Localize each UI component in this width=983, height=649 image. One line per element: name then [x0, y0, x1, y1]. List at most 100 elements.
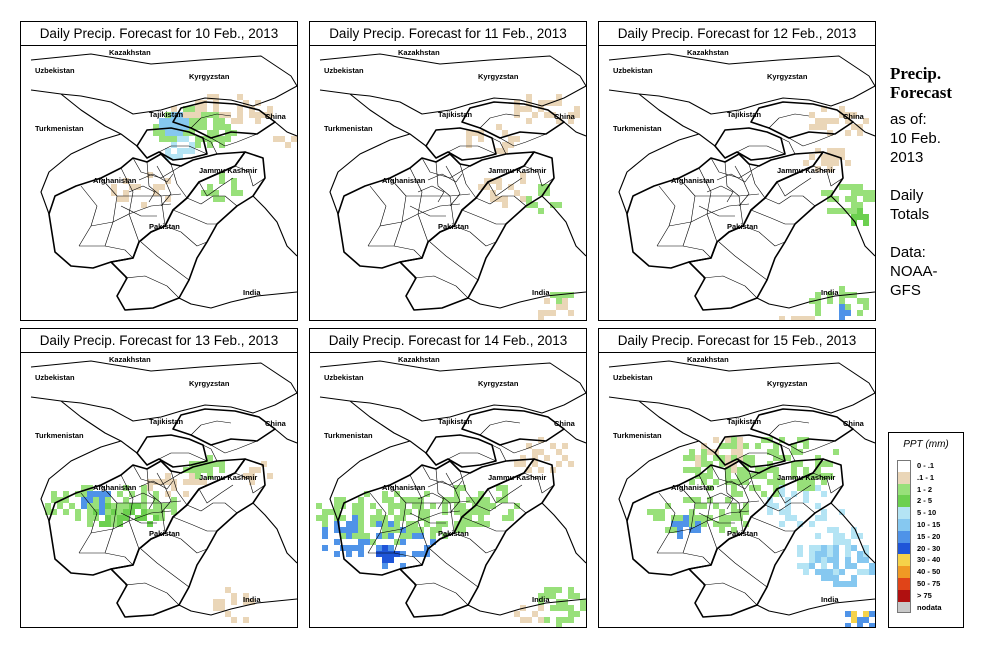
map-label-afghanistan: Afghanistan [671, 483, 715, 492]
map-label-pakistan: Pakistan [149, 529, 180, 538]
map-label-turkmenistan: Turkmenistan [35, 124, 84, 133]
panel-title: Daily Precip. Forecast for 14 Feb., 2013 [310, 329, 586, 353]
map-label-turkmenistan: Turkmenistan [324, 431, 373, 440]
map-label-china: China [554, 419, 575, 428]
map-canvas [30, 360, 297, 623]
legend-label: 30 - 40 [917, 555, 941, 565]
sidebar-totals: Daily Totals [890, 186, 929, 224]
map-label-tajikistan: Tajikistan [727, 110, 762, 119]
legend-swatch [897, 542, 911, 555]
map-label-china: China [265, 112, 286, 121]
as-of-date-1: 10 Feb. [890, 130, 941, 147]
totals-line-1: Daily [890, 187, 924, 204]
heading-line-1: Precip. [890, 64, 942, 83]
legend-label: 20 - 30 [917, 543, 941, 553]
map-label-tajikistan: Tajikistan [149, 417, 184, 426]
forecast-panel-11-feb: Daily Precip. Forecast for 11 Feb., 2013… [309, 21, 587, 321]
map-label-kyrgyzstan: Kyrgyzstan [478, 72, 519, 81]
legend-label: 10 - 15 [917, 519, 941, 529]
legend-label: > 75 [917, 590, 932, 600]
map-label-china: China [843, 112, 864, 121]
map-label-kazakhstan: Kazakhstan [687, 355, 729, 364]
map-canvas [319, 53, 586, 320]
map-label-turkmenistan: Turkmenistan [613, 431, 662, 440]
legend-label: .1 - 1 [917, 472, 935, 482]
legend-swatch [897, 554, 911, 567]
panel-title: Daily Precip. Forecast for 15 Feb., 2013 [599, 329, 875, 353]
map-label-jammu-kashmir: Jammu Kashmir [488, 473, 547, 482]
legend-label: nodata [917, 602, 942, 612]
map-label-uzbekistan: Uzbekistan [613, 66, 653, 75]
map-label-kyrgyzstan: Kyrgyzstan [767, 379, 808, 388]
map-label-afghanistan: Afghanistan [382, 483, 426, 492]
precip-map: Kazakhstan Uzbekistan Kyrgyzstan Tajikistan… [310, 46, 586, 320]
precip-map: Kazakhstan Uzbekistan Kyrgyzstan Tajikistan… [599, 46, 875, 320]
as-of-date-2: 2013 [890, 149, 924, 166]
map-label-jammu-kashmir: Jammu Kashmir [777, 473, 836, 482]
map-label-china: China [843, 419, 864, 428]
legend-swatch [897, 495, 911, 508]
map-label-afghanistan: Afghanistan [93, 483, 137, 492]
panel-title: Daily Precip. Forecast for 10 Feb., 2013 [21, 22, 297, 46]
map-canvas [608, 53, 875, 320]
ppt-legend: PPT (mm) 0 - .1 .1 - 1 1 - 2 2 - 5 5 - 10 10 … [888, 432, 964, 628]
legend-swatch [897, 530, 911, 543]
map-label-kyrgyzstan: Kyrgyzstan [189, 379, 230, 388]
legend-swatch [897, 471, 911, 484]
map-label-pakistan: Pakistan [727, 222, 758, 231]
map-label-kyrgyzstan: Kyrgyzstan [478, 379, 519, 388]
data-line-1: Data: [890, 244, 926, 261]
map-label-uzbekistan: Uzbekistan [324, 373, 364, 382]
map-label-tajikistan: Tajikistan [438, 110, 473, 119]
forecast-panel-15-feb: Daily Precip. Forecast for 15 Feb., 2013… [598, 328, 876, 628]
map-label-tajikistan: Tajikistan [727, 417, 762, 426]
map-canvas [316, 360, 586, 627]
heading-line-2: Forecast [890, 83, 952, 102]
panel-title: Daily Precip. Forecast for 13 Feb., 2013 [21, 329, 297, 353]
legend-label: 2 - 5 [917, 496, 933, 506]
map-label-afghanistan: Afghanistan [93, 176, 137, 185]
legend-label: 5 - 10 [917, 508, 937, 518]
map-label-india: India [532, 288, 550, 297]
map-label-tajikistan: Tajikistan [438, 417, 473, 426]
map-label-kazakhstan: Kazakhstan [398, 48, 440, 57]
sidebar-as-of: as of: 10 Feb. 2013 [890, 110, 941, 167]
map-label-tajikistan: Tajikistan [149, 110, 184, 119]
map-label-pakistan: Pakistan [727, 529, 758, 538]
data-line-2: NOAA- [890, 263, 938, 280]
precip-map: Kazakhstan Uzbekistan Kyrgyzstan Tajikistan… [310, 353, 586, 627]
panel-title: Daily Precip. Forecast for 11 Feb., 2013 [310, 22, 586, 46]
legend-swatch [897, 507, 911, 519]
map-label-uzbekistan: Uzbekistan [613, 373, 653, 382]
legend-label: 0 - .1 [917, 461, 935, 470]
data-line-3: GFS [890, 282, 921, 299]
legend-label: 50 - 75 [917, 578, 941, 588]
map-label-jammu-kashmir: Jammu Kashmir [488, 166, 547, 175]
map-label-india: India [243, 288, 261, 297]
legend-title: PPT (mm) [903, 439, 949, 450]
map-label-india: India [532, 595, 550, 604]
map-label-kazakhstan: Kazakhstan [109, 48, 151, 57]
sidebar-heading: Precip. Forecast [890, 64, 952, 102]
forecast-panel-12-feb: Daily Precip. Forecast for 12 Feb., 2013… [598, 21, 876, 321]
legend-label: 40 - 50 [917, 567, 941, 577]
precip-map: Kazakhstan Uzbekistan Kyrgyzstan Tajikistan… [599, 353, 875, 627]
map-label-uzbekistan: Uzbekistan [35, 373, 75, 382]
totals-line-2: Totals [890, 206, 930, 223]
precip-map: Kazakhstan Uzbekistan Kyrgyzstan Tajikistan… [21, 353, 297, 627]
map-label-afghanistan: Afghanistan [382, 176, 426, 185]
legend-swatch [897, 518, 911, 531]
map-label-kyrgyzstan: Kyrgyzstan [189, 72, 230, 81]
map-label-kazakhstan: Kazakhstan [398, 355, 440, 364]
map-label-uzbekistan: Uzbekistan [324, 66, 364, 75]
forecast-panel-14-feb: Daily Precip. Forecast for 14 Feb., 2013… [309, 328, 587, 628]
legend-label: 1 - 2 [917, 484, 933, 494]
map-label-uzbekistan: Uzbekistan [35, 66, 75, 75]
as-of-label: as of: [890, 111, 927, 128]
map-label-china: China [554, 112, 575, 121]
map-label-jammu-kashmir: Jammu Kashmir [199, 166, 258, 175]
forecast-panel-13-feb: Daily Precip. Forecast for 13 Feb., 2013… [20, 328, 298, 628]
map-label-turkmenistan: Turkmenistan [324, 124, 373, 133]
map-label-jammu-kashmir: Jammu Kashmir [777, 166, 836, 175]
map-label-india: India [821, 288, 839, 297]
